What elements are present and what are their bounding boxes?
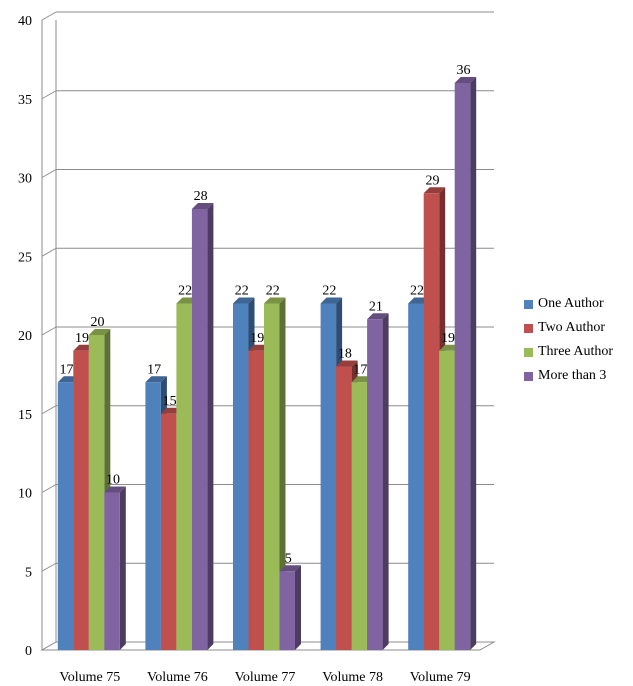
legend-item: Three Author [524,340,613,364]
bar [336,366,352,650]
bar-side [470,77,477,650]
x-tick-label: Volume 79 [410,670,471,685]
data-label: 21 [369,299,383,314]
bar-top [336,360,358,367]
data-label: 22 [178,284,192,299]
bar [320,303,337,650]
data-label: 18 [338,347,352,362]
data-label: 10 [106,473,120,488]
gridline-side [41,484,57,493]
x-tick-label: Volume 76 [147,670,208,685]
y-tick-label: 10 [18,487,32,502]
data-label: 28 [194,189,208,204]
legend-label: More than 3 [538,368,607,383]
bar-top [454,77,477,83]
bar-side [295,565,301,650]
gridline-side [41,169,57,178]
y-tick-label: 25 [18,250,32,265]
data-label: 19 [75,331,89,346]
gridline-side [41,11,57,21]
bar-top [191,203,214,209]
bar [454,83,471,650]
bar-top [233,297,255,304]
x-tick-label: Volume 78 [322,670,383,685]
bar [73,350,89,650]
bar-top [104,486,126,493]
bar-side [207,203,214,650]
legend-item: One Author [524,292,613,316]
gridline-side [41,562,57,572]
data-label: 19 [250,331,264,346]
bar-top [320,297,343,304]
bar-side [119,486,126,650]
data-label: 15 [163,394,177,409]
data-label: 19 [441,331,455,346]
data-label: 29 [425,173,439,188]
legend-swatch [524,347,533,357]
bar-side [382,313,389,650]
bar-top [145,376,167,383]
bar [57,382,74,650]
bar-top [88,329,111,335]
bar [145,382,161,650]
bar [367,319,383,650]
bar-top [264,297,286,304]
data-label: 36 [456,63,470,78]
data-label: 22 [235,284,249,299]
bar [176,303,192,650]
bar [351,382,368,650]
legend-swatch [524,299,533,309]
bar-top [423,187,446,194]
bar [264,303,280,650]
y-tick-label: 35 [18,93,32,108]
data-label: 22 [266,284,280,299]
y-tick-label: 40 [18,14,32,29]
data-label: 17 [60,362,74,377]
legend-label: One Author [538,296,604,311]
gridline-side [41,90,57,100]
bar [423,193,440,650]
x-tick-label: Volume 75 [59,670,120,685]
bar [279,571,295,650]
data-label: 22 [322,284,336,299]
chart-legend: One Author Two Author Three Author More tha… [524,292,613,388]
gridline-side [41,405,57,415]
legend-label: Three Author [538,344,614,359]
data-label: 17 [353,362,367,377]
bar [233,303,249,650]
data-label: 17 [147,362,161,377]
gridline-side [41,326,57,336]
bar [191,209,208,650]
y-tick-label: 20 [18,329,32,344]
data-label: 5 [285,551,292,566]
legend-item: Two Author [524,316,613,340]
data-label: 20 [91,315,105,330]
legend-swatch [524,371,533,381]
data-label: 22 [410,284,424,299]
bar [160,413,177,650]
gridline-side [41,247,57,257]
x-tick-label: Volume 77 [235,670,296,685]
bar [88,335,105,650]
y-tick-label: 15 [18,408,32,423]
bar-top [279,565,301,572]
legend-label: Two Author [538,320,606,335]
y-tick-label: 30 [18,172,32,187]
legend-item: More than 3 [524,364,613,388]
y-tick-label: 0 [25,644,32,659]
bar [439,350,455,650]
bar [104,492,120,650]
legend-swatch [524,323,533,333]
bar [248,350,264,650]
bar-side [279,297,286,650]
bar [408,303,424,650]
bar-top [367,313,389,320]
y-tick-label: 5 [25,565,32,580]
